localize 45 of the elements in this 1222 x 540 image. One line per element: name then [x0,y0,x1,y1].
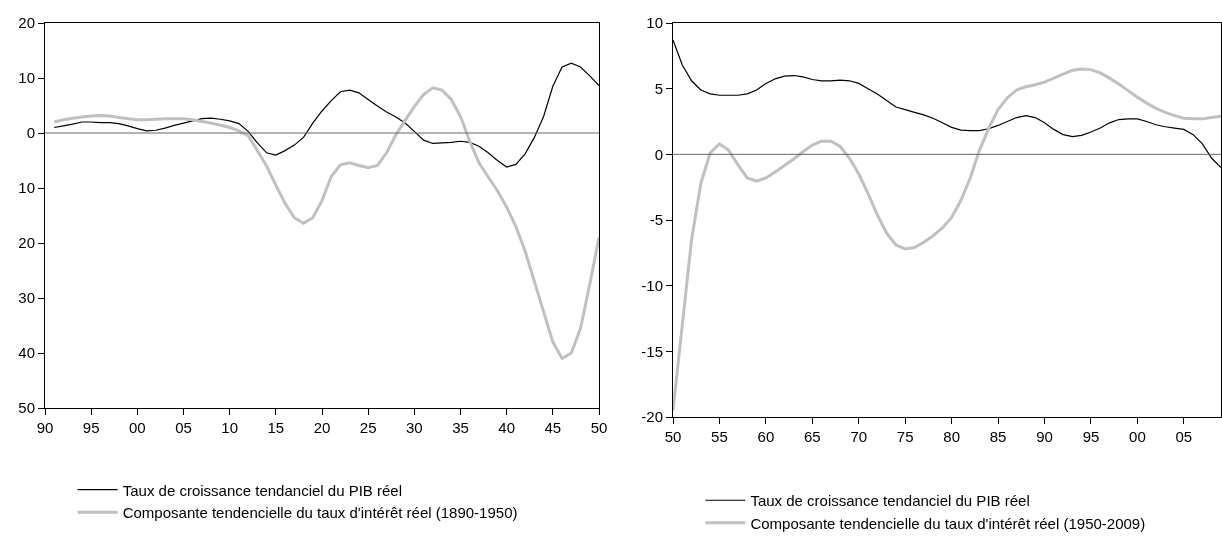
x-tick-label: 25 [359,419,377,436]
x-tick-label: 35 [452,419,469,436]
x-tick-label: 90 [1036,428,1053,445]
y-tick-label: -5 [649,211,663,229]
legend-label: Composante tendencielle du taux d'intérêt réel (1890-1950) [122,504,518,522]
y-tick-label: 40 [18,344,35,362]
legend-label: Taux de croissance tendanciel du PIB réel [750,492,1030,510]
y-tick-label: 30 [18,289,35,307]
x-tick-label: 60 [757,428,775,445]
y-tick-label: -10 [641,276,663,294]
y-tick-label: 50 [18,399,35,417]
y-tick-label: -20 [641,408,663,426]
legend-label: Composante tendencielle du taux d'intérêt réel (1950-2009) [750,514,1146,532]
x-tick-label: 00 [1129,428,1146,445]
legend-label: Taux de croissance tendanciel du PIB réel [122,481,403,499]
y-tick-label: 20 [18,234,35,252]
x-tick-label: 40 [498,419,516,436]
x-tick-label: 95 [1082,428,1100,445]
x-tick-label: 90 [36,419,54,436]
x-tick-label: 00 [128,419,146,436]
x-tick-label: 70 [850,428,868,445]
y-tick-label: 10 [18,179,35,197]
x-tick-label: 10 [221,419,239,436]
y-tick-label: 0 [654,145,663,163]
line-series [52,86,599,360]
y-tick-label: 10 [646,14,663,32]
line-series [673,67,1221,412]
x-tick-label: 30 [405,419,423,436]
y-tick-label: -15 [641,342,663,360]
x-tick-label: 75 [896,428,914,445]
x-tick-label: 85 [989,428,1007,445]
x-tick-label: 65 [803,428,821,445]
y-tick-label: 10 [18,69,35,87]
y-tick-label: 20 [18,14,35,32]
x-tick-label: 20 [313,419,331,436]
x-tick-label: 05 [175,419,192,436]
x-tick-label: 45 [544,419,562,436]
x-tick-label: 80 [943,428,960,445]
x-tick-label: 55 [711,428,728,445]
y-tick-label: 5 [654,79,663,97]
x-tick-label: 95 [82,419,100,436]
x-tick-label: 05 [1175,428,1193,445]
x-tick-label: 50 [590,419,608,436]
x-tick-label: 15 [267,419,285,436]
y-tick-label: 0 [26,124,35,142]
